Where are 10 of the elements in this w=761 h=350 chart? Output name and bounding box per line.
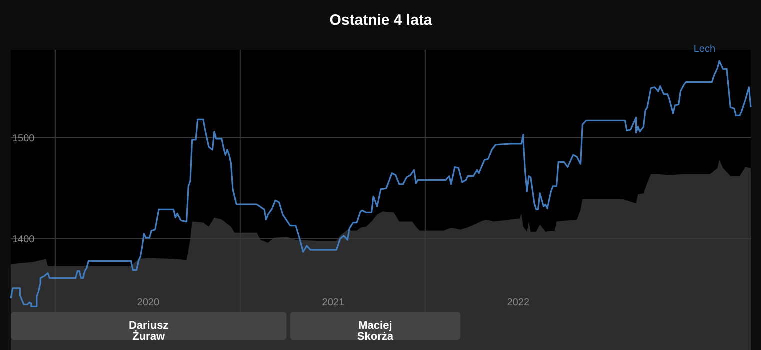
line-series [10, 60, 752, 308]
x-tick-label: 2020 [137, 298, 160, 308]
series-label: Lech [694, 44, 716, 56]
band-label: Dariusz Żuraw [128, 320, 170, 343]
band-label: Maciej Skorża [357, 320, 394, 343]
x-tick-label: 2021 [322, 298, 345, 308]
y-tick-label: 1400 [12, 234, 36, 246]
y-tick-label: 1500 [12, 133, 36, 144]
x-tick-label: 2022 [507, 298, 530, 308]
chart-title: Ostatnie 4 lata [330, 12, 433, 30]
